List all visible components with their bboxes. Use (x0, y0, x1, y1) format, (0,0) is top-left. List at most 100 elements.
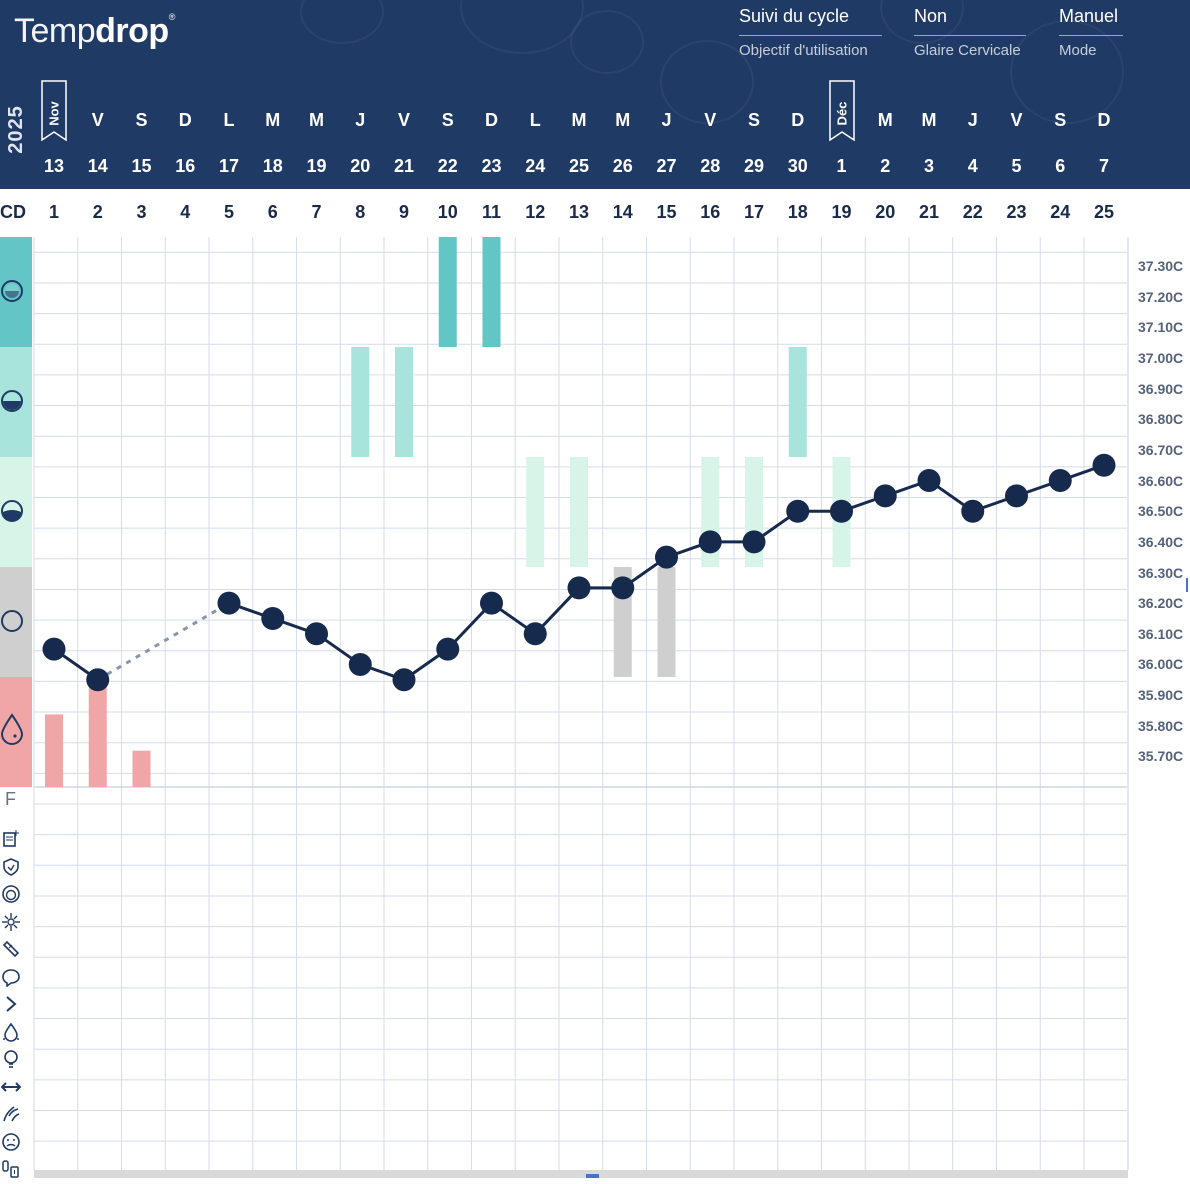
medication-icon[interactable] (1, 1159, 21, 1179)
cycle-day-23[interactable]: 23 (1006, 202, 1027, 222)
date-label[interactable]: 16 (175, 156, 196, 176)
temperature-point-cd2[interactable] (86, 668, 110, 692)
date-label[interactable]: 27 (656, 156, 677, 176)
mood-face-icon[interactable] (1, 1132, 21, 1152)
temperature-point-cd19[interactable] (830, 499, 853, 523)
date-label[interactable]: 30 (787, 156, 808, 176)
lifestyle-icon[interactable] (1, 1104, 21, 1124)
temperature-point-cd16[interactable] (698, 530, 722, 554)
date-label[interactable]: 25 (568, 156, 590, 176)
watery-mucus-bar[interactable] (351, 347, 370, 457)
date-label[interactable]: 5 (1011, 156, 1022, 176)
temperature-point-cd15[interactable] (655, 545, 678, 569)
cycle-day-24[interactable]: 24 (1050, 202, 1071, 222)
temperature-point-cd8[interactable] (348, 652, 372, 676)
date-label[interactable]: 4 (967, 156, 978, 176)
cycle-day-18[interactable]: 18 (787, 202, 808, 222)
temperature-point-cd21[interactable] (917, 469, 941, 493)
temperature-point-cd25[interactable] (1092, 453, 1116, 477)
pregnancy-test-icon[interactable] (1, 939, 21, 959)
cycle-day-10[interactable]: 10 (437, 202, 458, 222)
date-label[interactable]: 13 (43, 156, 65, 176)
date-label[interactable]: 14 (87, 156, 108, 176)
watery-mucus-bar[interactable] (395, 347, 413, 457)
protection-shield-icon[interactable] (1, 857, 21, 877)
vertical-scroll-indicator[interactable] (1186, 578, 1188, 592)
cycle-day-14[interactable]: 14 (612, 202, 633, 222)
date-label[interactable]: 17 (218, 156, 240, 176)
date-label[interactable]: 18 (262, 156, 283, 176)
date-label[interactable]: 24 (525, 156, 546, 176)
date-label[interactable]: 29 (743, 156, 765, 176)
horizontal-scrollbar[interactable] (34, 1170, 1128, 1178)
notes-icon[interactable] (1, 829, 21, 849)
period-flow-bar[interactable] (88, 682, 107, 788)
date-label[interactable]: 19 (306, 156, 327, 176)
period-flow-bar[interactable] (132, 750, 151, 787)
date-label[interactable]: 23 (481, 156, 502, 176)
cycle-day-7[interactable]: 7 (311, 202, 322, 222)
cycle-day-11[interactable]: 11 (481, 202, 502, 222)
health-bulb-icon[interactable] (1, 1049, 21, 1069)
temperature-point-cd24[interactable] (1048, 469, 1072, 493)
sensations-icon[interactable] (1, 1022, 21, 1042)
cycle-day-6[interactable]: 6 (267, 202, 278, 222)
dry-mucus-bar[interactable] (657, 567, 676, 677)
cycle-day-1[interactable]: 1 (48, 202, 59, 222)
horizontal-scroll-thumb[interactable] (586, 1174, 599, 1178)
creamy-mucus-bar[interactable] (570, 457, 588, 567)
cycle-day-4[interactable]: 4 (180, 202, 191, 222)
period-flow-bar[interactable] (45, 714, 63, 787)
sexual-activity-icon[interactable] (1, 994, 21, 1014)
cycle-day-12[interactable]: 12 (525, 202, 546, 222)
mode-setting[interactable]: Manuel Mode (1059, 6, 1123, 59)
cycle-day-25[interactable]: 25 (1093, 202, 1115, 222)
cycle-day-8[interactable]: 8 (355, 202, 366, 222)
temperature-point-cd23[interactable] (1005, 484, 1028, 508)
temperature-point-cd11[interactable] (480, 591, 503, 615)
date-label[interactable]: 26 (612, 156, 633, 176)
temperature-point-cd7[interactable] (305, 622, 328, 646)
temperature-point-cd22[interactable] (961, 499, 985, 523)
cervical-mucus-setting[interactable]: Non Glaire Cervicale (914, 6, 1026, 59)
usage-goal-setting[interactable]: Suivi du cycle Objectif d'utilisation (739, 6, 882, 59)
date-label[interactable]: 20 (350, 156, 371, 176)
temperature-point-cd9[interactable] (392, 668, 416, 692)
date-label[interactable]: 21 (393, 156, 415, 176)
temperature-point-cd1[interactable] (42, 637, 66, 661)
cycle-day-13[interactable]: 13 (568, 202, 590, 222)
date-label[interactable]: 3 (923, 156, 934, 176)
date-label[interactable]: 28 (700, 156, 721, 176)
cycle-day-5[interactable]: 5 (223, 202, 234, 222)
date-label[interactable]: 2 (880, 156, 891, 176)
watery-mucus-bar[interactable] (788, 347, 807, 457)
cycle-day-2[interactable]: 2 (92, 202, 103, 222)
creamy-mucus-bar[interactable] (526, 457, 545, 567)
cycle-day-17[interactable]: 17 (743, 202, 765, 222)
mood-bubble-icon[interactable] (1, 967, 21, 988)
temperature-point-cd17[interactable] (742, 530, 766, 554)
date-label[interactable]: 22 (437, 156, 458, 176)
date-label[interactable]: 7 (1098, 156, 1109, 176)
cycle-day-3[interactable]: 3 (136, 202, 147, 222)
ovulation-test-icon[interactable] (1, 912, 21, 932)
cycle-day-20[interactable]: 20 (875, 202, 896, 222)
temperature-point-cd10[interactable] (436, 637, 460, 661)
cycle-day-15[interactable]: 15 (656, 202, 677, 222)
date-label[interactable]: 1 (836, 156, 847, 176)
temperature-point-cd13[interactable] (567, 576, 591, 600)
temperature-point-cd18[interactable] (786, 499, 810, 523)
temperature-point-cd14[interactable] (611, 576, 635, 600)
cycle-day-21[interactable]: 21 (918, 202, 940, 222)
temperature-point-cd6[interactable] (261, 606, 285, 630)
date-label[interactable]: 15 (131, 156, 152, 176)
date-label[interactable]: 6 (1055, 156, 1066, 176)
cycle-day-22[interactable]: 22 (962, 202, 983, 222)
exercise-dumbbell-icon[interactable] (0, 1077, 22, 1097)
temperature-point-cd5[interactable] (217, 591, 241, 615)
cycle-day-19[interactable]: 19 (831, 202, 852, 222)
cycle-day-9[interactable]: 9 (398, 202, 409, 222)
cervix-position-icon[interactable] (1, 884, 21, 904)
temperature-point-cd12[interactable] (523, 622, 547, 646)
temperature-point-cd20[interactable] (873, 484, 897, 508)
